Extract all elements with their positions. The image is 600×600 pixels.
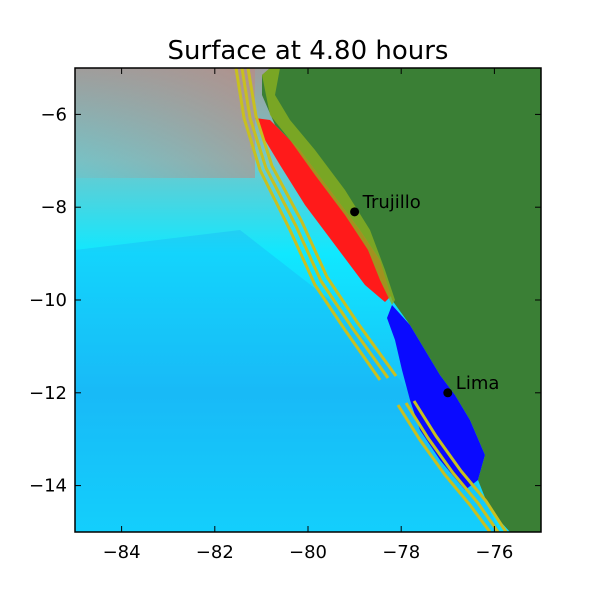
map-title: Surface at 4.80 hours [168,36,449,66]
x-tick-label: −78 [382,542,420,563]
y-tick-label: −8 [40,197,67,218]
positive-wave-band [255,118,392,302]
city-markers: Trujillo Lima [350,192,500,398]
city-label: Lima [456,373,500,394]
city-marker [443,388,453,398]
x-axis: −84 −82 −80 −78 −76 [103,68,513,563]
x-tick-label: −84 [103,542,141,563]
gauge-line-south-2 [404,402,500,532]
negative-wave-band [387,305,485,490]
ocean-north-anomaly [75,68,255,178]
gauge-line-north-3 [246,68,398,377]
city-label: Trujillo [362,192,421,213]
gauge-line-south-3 [412,400,508,532]
y-axis: −6 −8 −10 −12 −14 [29,104,541,497]
plot-area: Trujillo Lima [75,68,541,532]
x-tick-label: −76 [475,542,513,563]
y-tick-label: −10 [29,290,67,311]
city-marker [350,207,360,217]
gauge-line-south-1 [396,404,492,532]
y-tick-label: −6 [40,104,67,125]
coastal-fringe [262,68,395,305]
y-tick-label: −12 [29,383,67,404]
ocean-shelf-shading [75,230,500,532]
x-tick-label: −80 [289,542,327,563]
x-tick-label: −82 [196,542,234,563]
gauge-line-north-1 [234,68,382,381]
y-tick-label: −14 [29,476,67,497]
gauge-line-north-2 [240,68,390,379]
